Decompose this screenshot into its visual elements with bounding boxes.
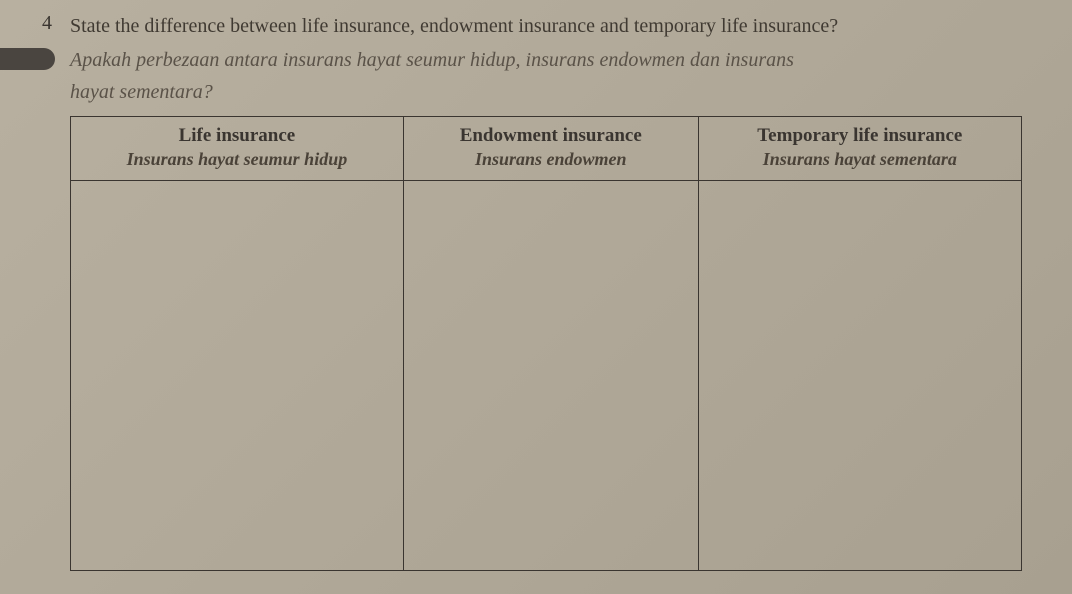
header-en-col3: Temporary life insurance xyxy=(709,125,1011,147)
question-text-malay-line1: Apakah perbezaan antara insurans hayat s… xyxy=(70,46,1042,74)
table-header-life-insurance: Life insurance Insurans hayat seumur hid… xyxy=(71,117,404,181)
question-text-malay-line2: hayat sementara? xyxy=(70,78,1042,106)
answer-cell-temporary-insurance xyxy=(698,181,1021,571)
question-number: 4 xyxy=(30,12,70,35)
header-en-col2: Endowment insurance xyxy=(414,125,688,147)
table-answer-row xyxy=(71,181,1022,571)
answer-cell-life-insurance xyxy=(71,181,404,571)
question-row: 4 State the difference between life insu… xyxy=(30,12,1042,40)
header-ms-col1: Insurans hayat seumur hidup xyxy=(81,149,393,170)
table-header-temporary-insurance: Temporary life insurance Insurans hayat … xyxy=(698,117,1021,181)
header-ms-col3: Insurans hayat sementara xyxy=(709,149,1011,170)
answer-cell-endowment-insurance xyxy=(403,181,698,571)
table-header-endowment-insurance: Endowment insurance Insurans endowmen xyxy=(403,117,698,181)
comparison-table: Life insurance Insurans hayat seumur hid… xyxy=(70,116,1022,571)
header-en-col1: Life insurance xyxy=(81,125,393,147)
tab-indicator-icon xyxy=(0,48,55,70)
header-ms-col2: Insurans endowmen xyxy=(414,149,688,170)
question-text-english: State the difference between life insura… xyxy=(70,12,1042,40)
subtitle-row: Apakah perbezaan antara insurans hayat s… xyxy=(30,46,1042,74)
table-header-row: Life insurance Insurans hayat seumur hid… xyxy=(71,117,1022,181)
comparison-table-container: Life insurance Insurans hayat seumur hid… xyxy=(70,116,1022,571)
